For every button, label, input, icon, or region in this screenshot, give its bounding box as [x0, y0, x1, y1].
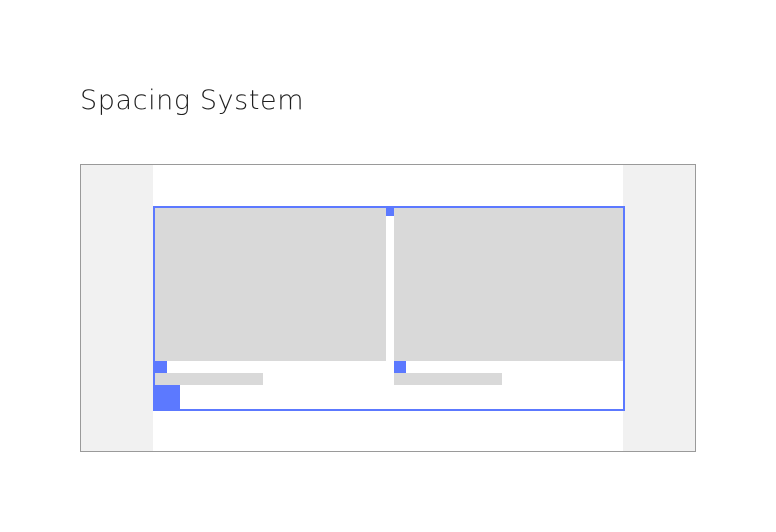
spacer-bottom-padding	[155, 385, 180, 409]
spacer-right-caption	[394, 361, 406, 373]
right-margin	[623, 165, 695, 451]
page-title: Spacing System	[80, 85, 305, 116]
card-image-left	[155, 208, 386, 361]
left-margin	[81, 165, 153, 451]
content-area	[153, 206, 625, 411]
caption-placeholder-right	[394, 373, 502, 385]
layout-frame	[80, 164, 696, 452]
spacer-left-caption	[155, 361, 167, 373]
gutter-spacer	[386, 208, 394, 216]
caption-placeholder-left	[155, 373, 263, 385]
card-image-right	[394, 208, 623, 361]
